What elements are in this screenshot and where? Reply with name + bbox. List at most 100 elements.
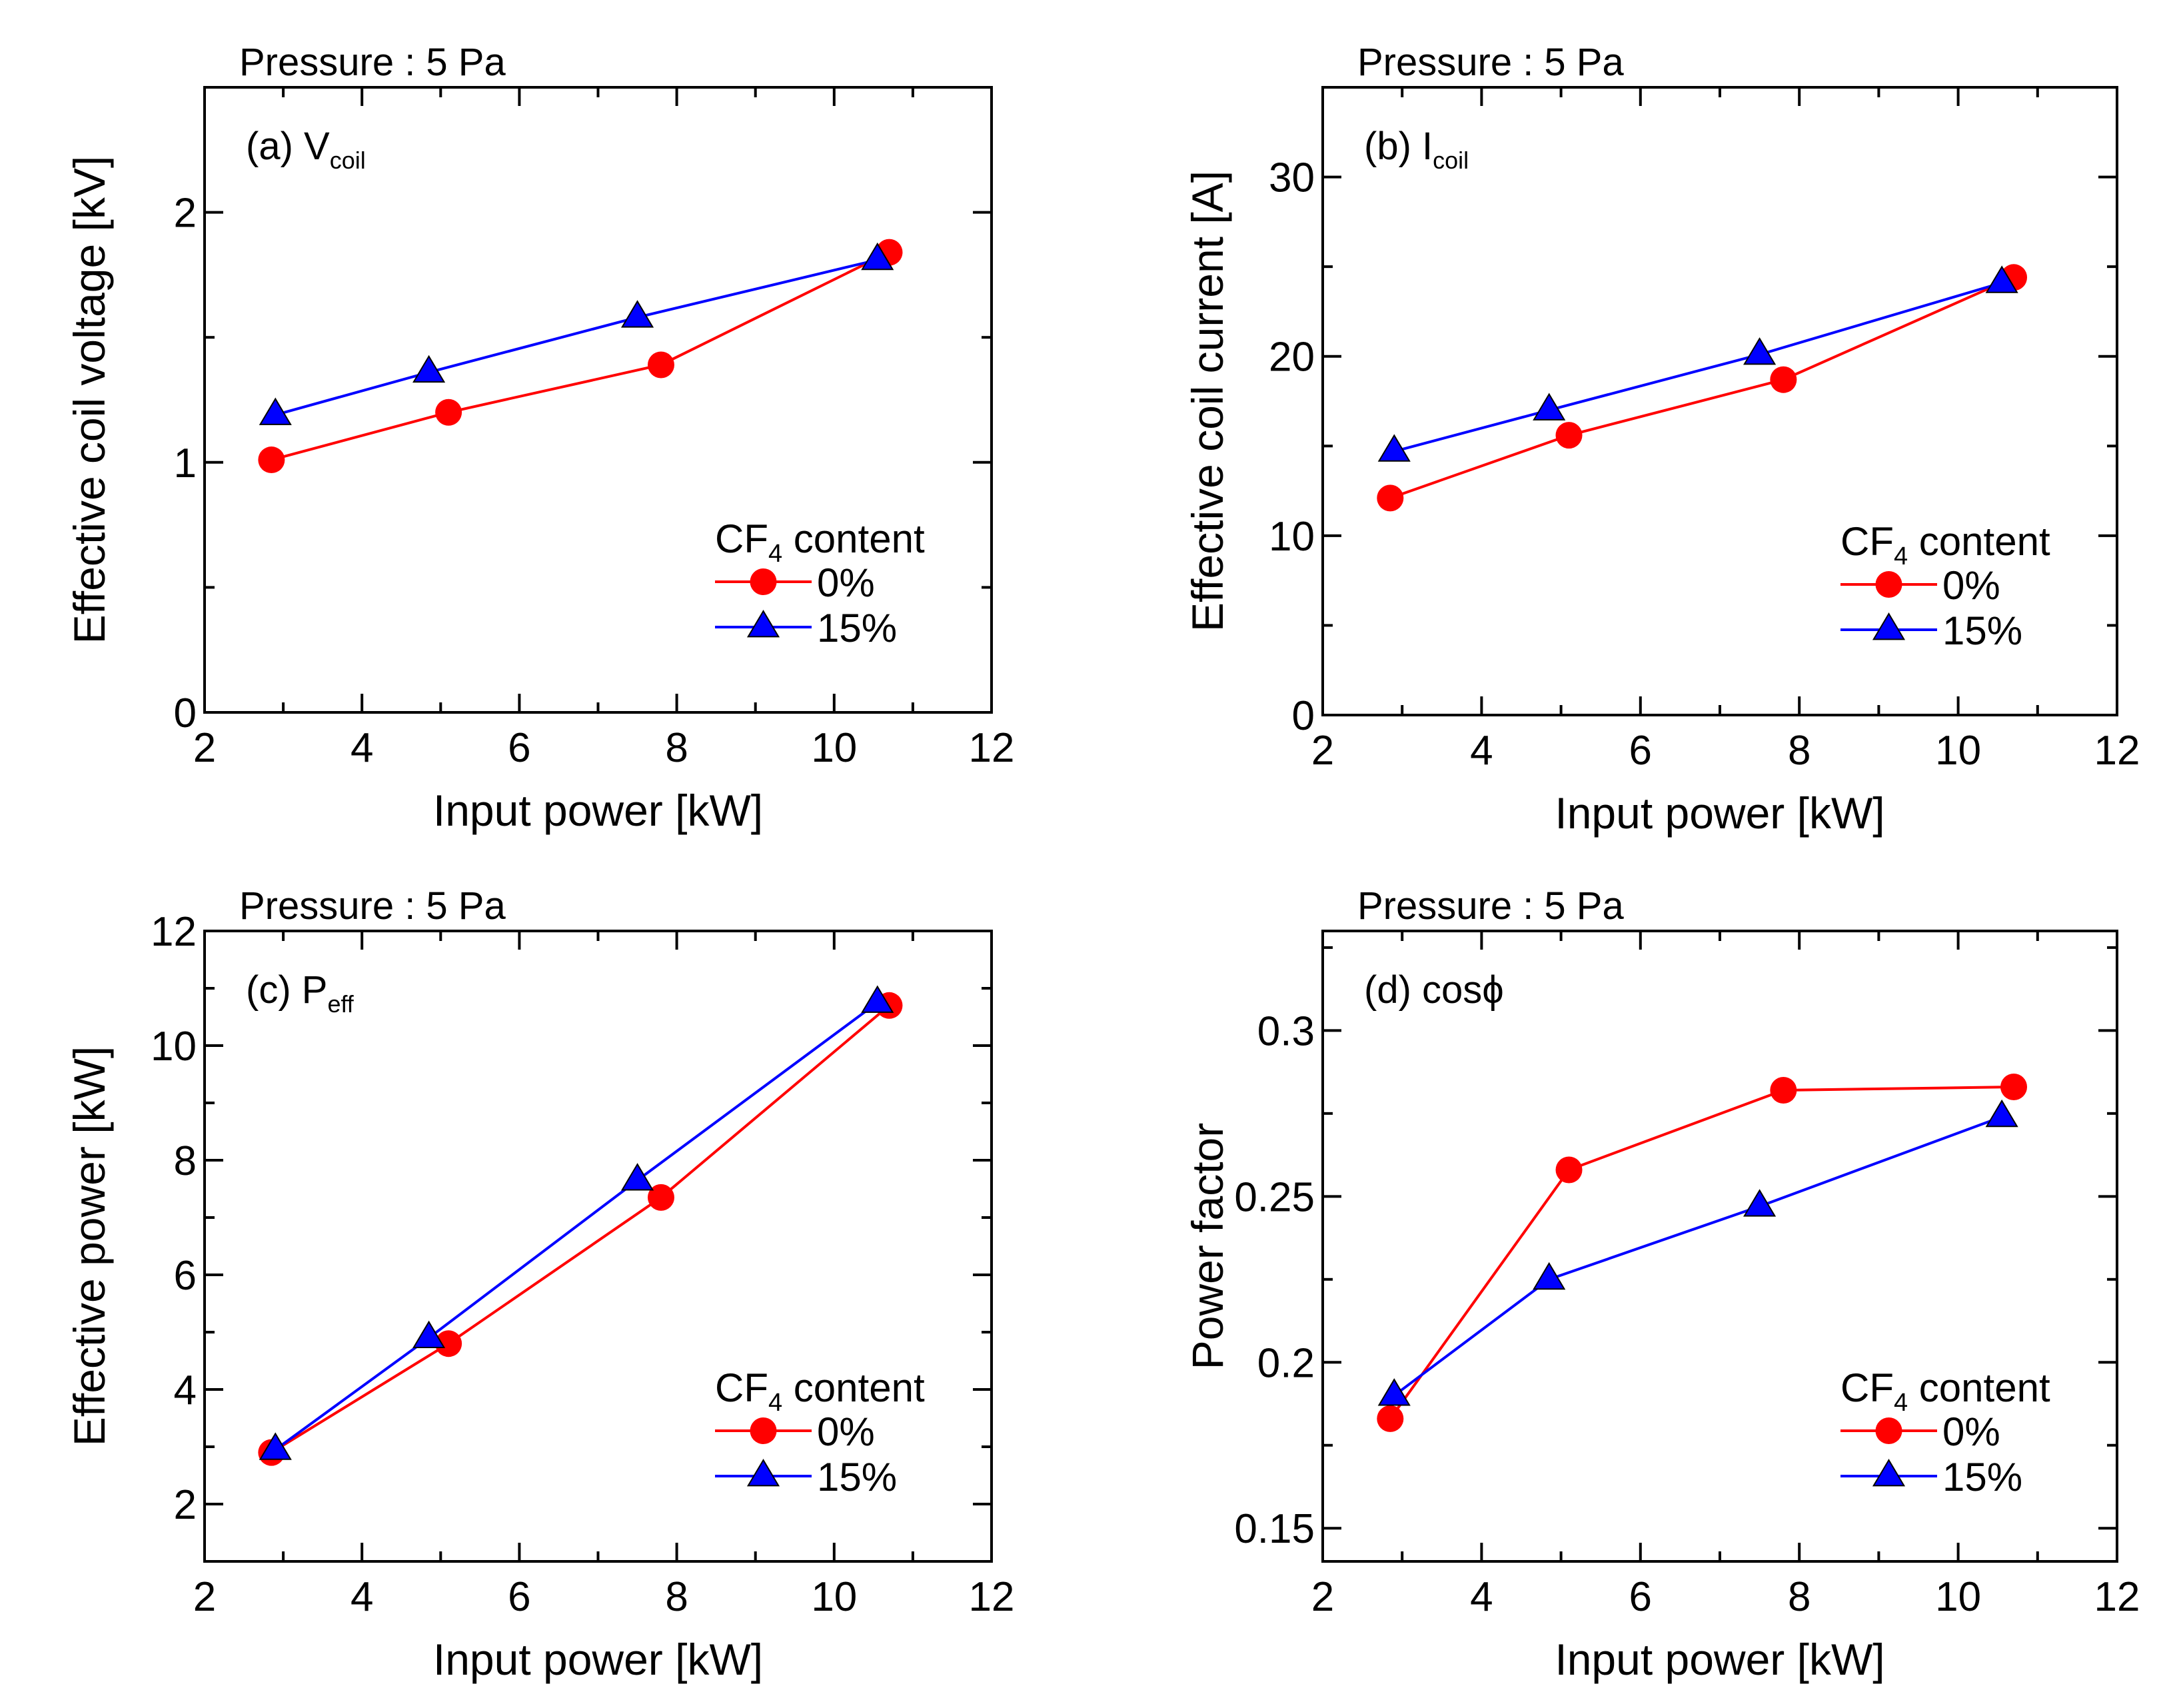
legend-title-sub: 4 [768,540,782,568]
series-line [1389,1086,2014,1420]
series-15% [259,242,894,425]
legend-title: CF4 content [715,516,925,568]
x-tick-label: 12 [969,725,1015,771]
data-point-triangle [861,985,894,1013]
data-point-triangle [259,397,292,425]
x-tick-label: 4 [1470,1574,1493,1620]
legend-marker-triangle [1872,612,1906,640]
panel-label: (c) Peff [246,968,355,1018]
y-tick-label: 30 [1269,155,1315,201]
legend-marker-circle [750,1417,777,1444]
legend-marker-triangle [746,1459,780,1487]
y-tick-label: 0.15 [1234,1506,1315,1552]
legend-marker-triangle [746,610,780,638]
y-axis-label: Effective coil current [A] [1183,171,1232,632]
series-line [271,1004,890,1454]
x-tick-label: 4 [351,1574,373,1620]
data-point-circle [435,399,462,426]
legend-title: CF4 content [1840,1365,2050,1417]
panel-3: 2 4 6 8 10 12 0.15 0.2 0.25 0.3 Pressure : 5 Pa (d)… [1183,884,2140,1684]
series-0% [258,239,903,474]
legend-marker-circle [750,568,777,595]
x-axis-label: Input power [kW] [1555,788,1884,838]
legend-entry-15%: 15% [1942,1455,2022,1499]
panel-label: (d) cosϕ [1364,968,1504,1012]
legend-title-sub: 4 [1894,542,1908,570]
panel-label-main: (d) cosϕ [1364,968,1504,1012]
y-tick-label: 2 [174,191,197,237]
data-point-triangle [1743,337,1777,365]
y-tick-label: 0 [1292,693,1315,739]
legend-title: CF4 content [715,1365,925,1417]
x-axis-label: Input power [kW] [433,1635,763,1684]
x-tick-label: 10 [811,1574,857,1620]
x-tick-label: 8 [1788,1574,1810,1620]
data-point-circle [435,1330,462,1357]
x-tick-label: 10 [1935,1574,1981,1620]
series-line [1393,281,2002,453]
data-point-circle [1770,366,1797,393]
data-point-circle [1555,422,1583,449]
x-tick-label: 8 [665,725,688,771]
data-point-triangle [259,1432,292,1460]
legend-marker-circle [1875,1417,1902,1444]
legend-title-tail: content [1908,519,2050,564]
y-axis-label: Effective power [kW] [65,1046,114,1446]
x-tick-label: 6 [508,1574,530,1620]
legend-marker-triangle [1872,1459,1906,1487]
y-tick-label: 20 [1269,335,1315,381]
series-line [275,1001,878,1451]
data-point-triangle [620,1163,654,1191]
data-point-triangle [1985,1099,2018,1128]
legend-title: CF4 content [1840,519,2050,570]
data-point-triangle [1533,393,1566,421]
data-point-triangle [1743,1189,1777,1217]
x-tick-label: 10 [811,725,857,771]
x-tick-label: 2 [1311,1574,1334,1620]
panel-label-sub: coil [1433,147,1469,174]
y-tick-label: 6 [174,1253,197,1299]
y-tick-label: 0 [174,690,197,736]
x-axis-label: Input power [kW] [1555,1635,1884,1684]
legend-entry-0%: 0% [1942,563,2000,608]
data-point-circle [1377,1405,1404,1432]
data-point-circle [1555,1156,1583,1184]
data-point-triangle [1377,434,1411,462]
y-tick-label: 10 [151,1024,197,1070]
x-tick-label: 12 [2094,728,2140,774]
pressure-label: Pressure : 5 Pa [1357,41,1624,84]
series-15% [1377,1099,2018,1406]
panel-label: (a) Vcoil [246,125,366,174]
y-tick-label: 0.3 [1257,1008,1315,1054]
legend-entry-15%: 15% [817,1455,897,1499]
legend-title-main: CF [715,516,768,561]
x-tick-label: 2 [193,725,216,771]
data-point-triangle [412,355,446,383]
y-tick-label: 2 [174,1482,197,1528]
x-tick-label: 6 [1629,728,1652,774]
legend-entry-15%: 15% [1942,608,2022,653]
legend-marker-circle [1875,571,1902,598]
pressure-label: Pressure : 5 Pa [1357,884,1624,928]
x-tick-label: 8 [665,1574,688,1620]
pressure-label: Pressure : 5 Pa [239,41,506,84]
y-axis-label: Power factor [1183,1123,1232,1369]
x-axis-label: Input power [kW] [433,786,763,835]
x-tick-label: 4 [1470,728,1493,774]
y-axis-label: Effective coil voltage [kV] [65,156,114,644]
y-tick-label: 10 [1269,514,1315,560]
series-line [1389,276,2014,500]
y-tick-label: 12 [151,909,197,955]
panel-label-sub: coil [330,147,366,174]
y-tick-label: 0.2 [1257,1340,1315,1386]
legend-title-main: CF [715,1365,768,1410]
legend-entry-15%: 15% [817,606,897,650]
x-tick-label: 12 [2094,1574,2140,1620]
panel-label: (b) Icoil [1364,125,1469,174]
data-point-triangle [1985,265,2018,293]
series-line [271,251,890,461]
